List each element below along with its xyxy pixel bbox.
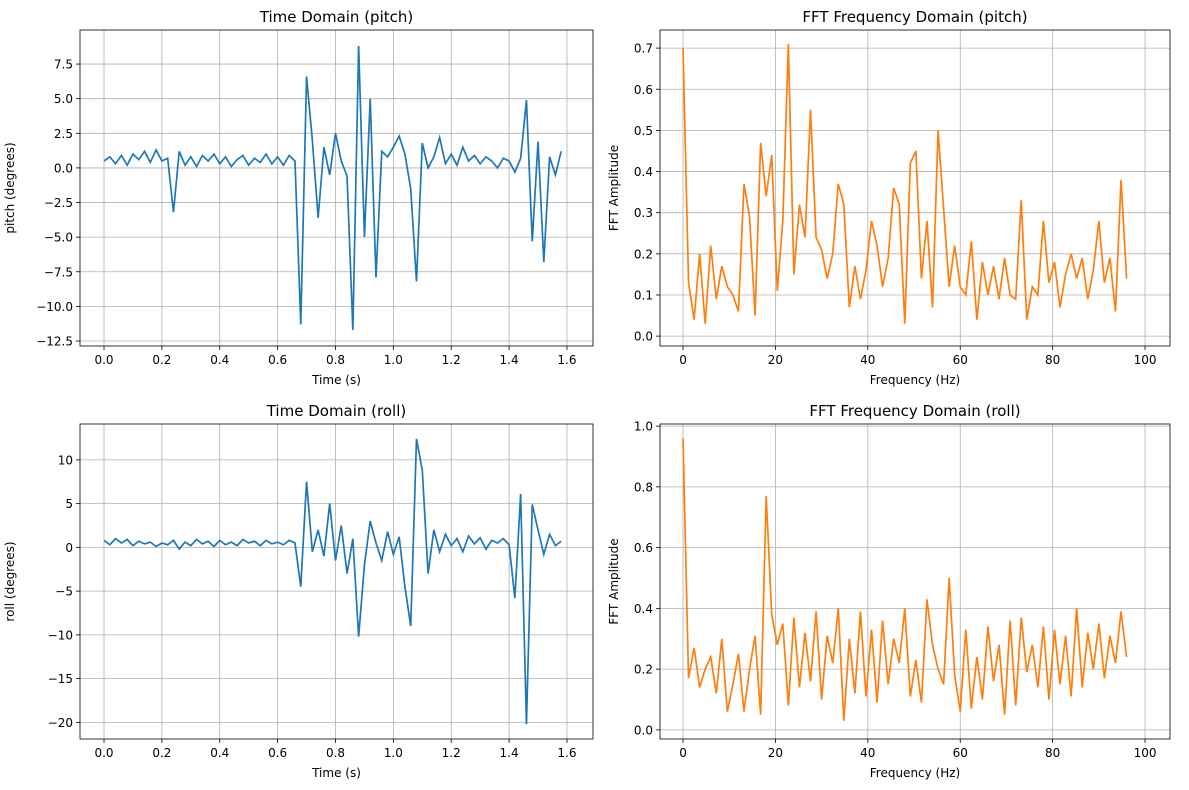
x-tick-label: 80 (1045, 353, 1060, 367)
x-tick-label: 1.4 (500, 746, 519, 760)
axes-frame (79, 423, 594, 740)
subplot: 0.0 0.2 0.4 0.6 0.8 1.0 1.2 1.4 1.6 −20 −15 −10 −5 0 5… (3, 402, 594, 780)
y-tick-label: 10 (58, 453, 73, 467)
x-axis-label: Frequency (Hz) (870, 766, 961, 780)
y-tick-label: −10.0 (36, 300, 73, 314)
x-tick-label: 40 (860, 746, 875, 760)
y-axis-label: roll (degrees) (3, 541, 17, 621)
y-tick-label: 0.8 (634, 480, 653, 494)
y-tick-label: 0.7 (634, 42, 653, 56)
x-tick-label: 1.2 (442, 353, 461, 367)
y-tick-label: 0.0 (634, 330, 653, 344)
y-tick-label: 2.5 (54, 127, 73, 141)
y-tick-label: 0.6 (634, 83, 653, 97)
x-tick-label: 0.4 (210, 353, 229, 367)
data-line (682, 43, 1128, 324)
x-tick-label: 80 (1045, 746, 1060, 760)
y-tick-label: −2.5 (44, 196, 73, 210)
x-tick-label: 0.0 (94, 746, 113, 760)
y-tick-label: 0.3 (634, 206, 653, 220)
x-tick-label: 1.2 (442, 746, 461, 760)
x-tick-label: 1.4 (500, 353, 519, 367)
y-tick-label: 0.0 (54, 161, 73, 175)
y-tick-label: −5 (55, 585, 73, 599)
x-tick-label: 0.8 (326, 746, 345, 760)
x-tick-label: 0.0 (94, 353, 113, 367)
y-tick-label: 0.2 (634, 663, 653, 677)
x-tick-label: 0.2 (152, 353, 171, 367)
x-tick-label: 60 (953, 746, 968, 760)
x-tick-label: 0 (679, 746, 687, 760)
subplot-title: FFT Frequency Domain (roll) (809, 402, 1020, 420)
x-tick-label: 1.0 (384, 746, 403, 760)
x-axis-label: Frequency (Hz) (870, 373, 961, 387)
x-tick-label: 100 (1134, 746, 1157, 760)
subplot: 0.0 0.2 0.4 0.6 0.8 1.0 1.2 1.4 1.6 −12.5 −10.0 −7.… (3, 8, 594, 387)
y-tick-label: 1.0 (634, 420, 653, 434)
x-tick-label: 1.6 (557, 746, 576, 760)
x-axis-label: Time (s) (311, 766, 361, 780)
y-tick-label: −10 (48, 628, 73, 642)
y-axis-label: FFT Amplitude (607, 145, 621, 231)
y-tick-label: −5.0 (44, 231, 73, 245)
subplot: 0 20 40 60 80 100 0.0 0.1 0.2 0.3 0.4 0.5 0.6 0.7 FFT … (607, 8, 1171, 387)
x-tick-label: 100 (1134, 353, 1157, 367)
data-line (103, 438, 562, 725)
y-tick-label: 5 (65, 497, 73, 511)
x-tick-label: 0.8 (326, 353, 345, 367)
y-tick-label: 0.2 (634, 247, 653, 261)
x-tick-label: 0.4 (210, 746, 229, 760)
data-line (103, 46, 562, 330)
y-tick-label: 0.5 (634, 124, 653, 138)
y-axis-label: FFT Amplitude (607, 538, 621, 624)
subplot-title: Time Domain (roll) (266, 402, 407, 420)
data-line (682, 438, 1128, 721)
x-tick-label: 0.6 (268, 746, 287, 760)
x-tick-label: 1.6 (557, 353, 576, 367)
x-tick-label: 0.6 (268, 353, 287, 367)
y-tick-label: 5.0 (54, 92, 73, 106)
y-tick-label: 0.1 (634, 288, 653, 302)
y-tick-label: 0.4 (634, 602, 653, 616)
y-tick-label: −20 (48, 716, 73, 730)
y-tick-label: −12.5 (36, 335, 73, 349)
y-axis-label: pitch (degrees) (3, 142, 17, 233)
y-tick-label: 0.4 (634, 165, 653, 179)
y-tick-label: −15 (48, 672, 73, 686)
subplot-title: Time Domain (pitch) (259, 8, 413, 26)
x-axis-label: Time (s) (311, 373, 361, 387)
y-tick-label: −7.5 (44, 265, 73, 279)
axes-frame (79, 29, 594, 347)
y-tick-label: 0.6 (634, 541, 653, 555)
y-tick-label: 0 (65, 541, 73, 555)
y-tick-label: 0.0 (634, 723, 653, 737)
x-tick-label: 20 (768, 746, 783, 760)
axes-frame (659, 29, 1171, 347)
x-tick-label: 60 (953, 353, 968, 367)
subplot-title: FFT Frequency Domain (pitch) (802, 8, 1027, 26)
x-tick-label: 1.0 (384, 353, 403, 367)
x-tick-label: 40 (860, 353, 875, 367)
axes-frame (659, 423, 1171, 740)
x-tick-label: 0 (679, 353, 687, 367)
x-tick-label: 20 (768, 353, 783, 367)
y-tick-label: 7.5 (54, 58, 73, 72)
x-tick-label: 0.2 (152, 746, 171, 760)
subplot: 0 20 40 60 80 100 0.0 0.2 0.4 0.6 0.8 1.0 FFT Freque… (607, 402, 1171, 780)
